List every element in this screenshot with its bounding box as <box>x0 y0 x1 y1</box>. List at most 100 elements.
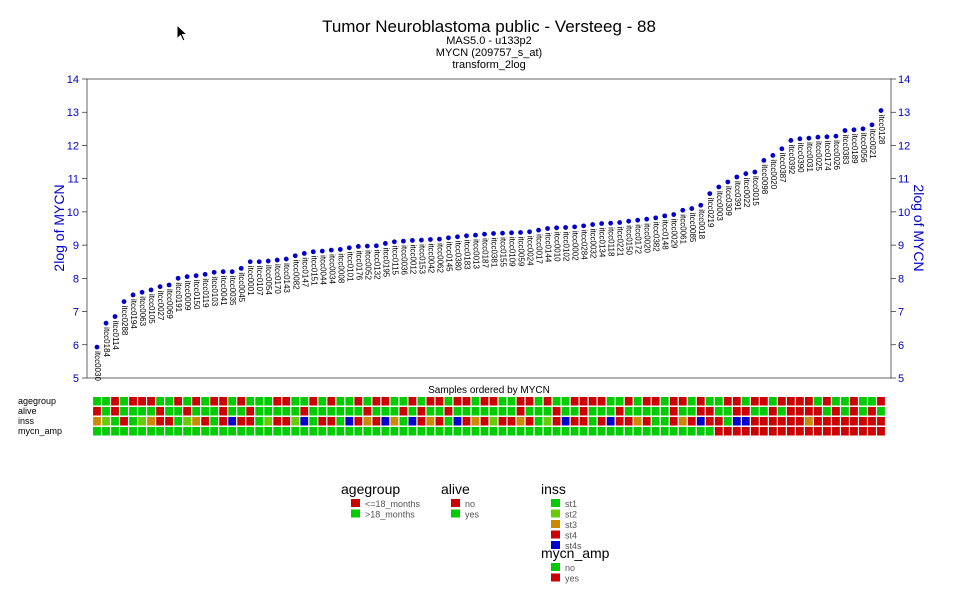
track-cell <box>624 407 633 416</box>
sample-label: itcc0381 <box>490 237 499 267</box>
track-cell <box>273 427 282 436</box>
legend-swatch <box>351 499 360 507</box>
data-point <box>509 230 514 236</box>
data-point <box>238 265 244 271</box>
y-tick-label-right: 5 <box>898 373 904 385</box>
sample-label: itcc0045 <box>237 272 246 302</box>
data-point <box>824 134 830 140</box>
track-cell <box>273 417 282 426</box>
track-cell <box>372 427 381 436</box>
track-cell <box>642 407 651 416</box>
track-cell <box>129 397 137 406</box>
track-cell <box>390 407 399 416</box>
track-cell <box>750 407 759 416</box>
sample-label: itcc0015 <box>751 176 760 206</box>
track-cell <box>534 417 543 426</box>
data-point <box>491 231 496 236</box>
track-cell <box>453 417 462 426</box>
legend-title-alive: alive <box>441 481 470 497</box>
y-axis-label-left: 2log of MYCN <box>51 184 67 271</box>
track-cell <box>318 397 327 406</box>
track-cell <box>741 427 750 436</box>
sample-label: itcc0101 <box>345 252 354 282</box>
legend-swatch <box>451 509 460 518</box>
y-tick-label-right: 8 <box>898 273 904 285</box>
track-cell <box>120 407 128 416</box>
track-cell <box>525 417 534 426</box>
track-cell <box>246 397 255 406</box>
legend-item-label: yes <box>565 574 580 584</box>
track-cell <box>417 397 426 406</box>
legend-title-mycn_amp: mycn_amp <box>541 545 610 561</box>
track-cell <box>597 407 606 416</box>
track-cell <box>768 427 777 436</box>
data-point <box>689 206 695 211</box>
data-point <box>608 220 614 226</box>
track-cell <box>814 397 822 406</box>
sample-label: itcc0031 <box>805 142 814 172</box>
sample-label: itcc0109 <box>508 237 517 267</box>
track-cell <box>534 427 543 436</box>
track-cell <box>795 417 804 426</box>
track-cell <box>678 397 687 406</box>
track-cell <box>120 417 128 426</box>
track-cell <box>732 397 741 406</box>
track-cell <box>435 417 444 426</box>
track-cell <box>462 407 471 416</box>
track-cell <box>291 407 300 416</box>
sample-label: itcc0143 <box>282 263 291 293</box>
y-tick-label-left: 11 <box>68 174 79 186</box>
track-cell <box>102 397 110 406</box>
track-cell <box>660 397 669 406</box>
track-cell <box>435 427 444 436</box>
sample-label: itcc0172 <box>634 224 643 254</box>
track-cell <box>111 427 119 436</box>
track-cell <box>841 407 849 416</box>
track-cell <box>408 407 417 416</box>
track-cell <box>93 417 101 426</box>
track-cell <box>534 397 543 406</box>
track-cell <box>264 407 273 416</box>
track-cell <box>417 427 426 436</box>
track-cell <box>129 417 137 426</box>
track-cell <box>534 407 543 416</box>
data-point <box>743 171 749 177</box>
track-cell <box>129 427 137 436</box>
track-cell <box>120 397 128 406</box>
track-cell <box>399 427 408 436</box>
track-cell <box>561 417 570 426</box>
sample-label: itcc0155 <box>499 237 508 267</box>
track-cell <box>363 427 372 436</box>
data-point <box>599 221 605 226</box>
track-cell <box>165 407 173 416</box>
track-cell <box>300 407 309 416</box>
track-cell <box>669 427 678 436</box>
data-point <box>193 273 199 279</box>
track-cell <box>705 397 714 406</box>
data-point <box>617 220 623 225</box>
track-cell <box>498 397 507 406</box>
sample-label: itcc0082 <box>291 260 300 290</box>
track-cell <box>868 417 876 426</box>
track-cell <box>714 417 723 426</box>
track-cell <box>814 427 822 436</box>
track-cell <box>444 407 453 416</box>
track-cell <box>795 397 804 406</box>
y-tick-label-left: 14 <box>67 74 79 86</box>
y-tick-label-right: 13 <box>898 107 910 119</box>
track-cell <box>516 427 525 436</box>
track-cell <box>156 407 164 416</box>
plot-frame <box>86 78 892 379</box>
track-cell <box>210 407 219 416</box>
track-cell <box>408 397 417 406</box>
data-point <box>761 157 767 163</box>
track-cell <box>201 397 210 406</box>
track-cell <box>841 417 849 426</box>
track-cell <box>714 407 723 416</box>
sample-label: itcc0221 <box>616 227 625 257</box>
track-cell <box>120 427 128 436</box>
track-cell <box>552 397 561 406</box>
track-cell <box>228 427 237 436</box>
track-cell <box>705 417 714 426</box>
data-point <box>310 249 316 255</box>
